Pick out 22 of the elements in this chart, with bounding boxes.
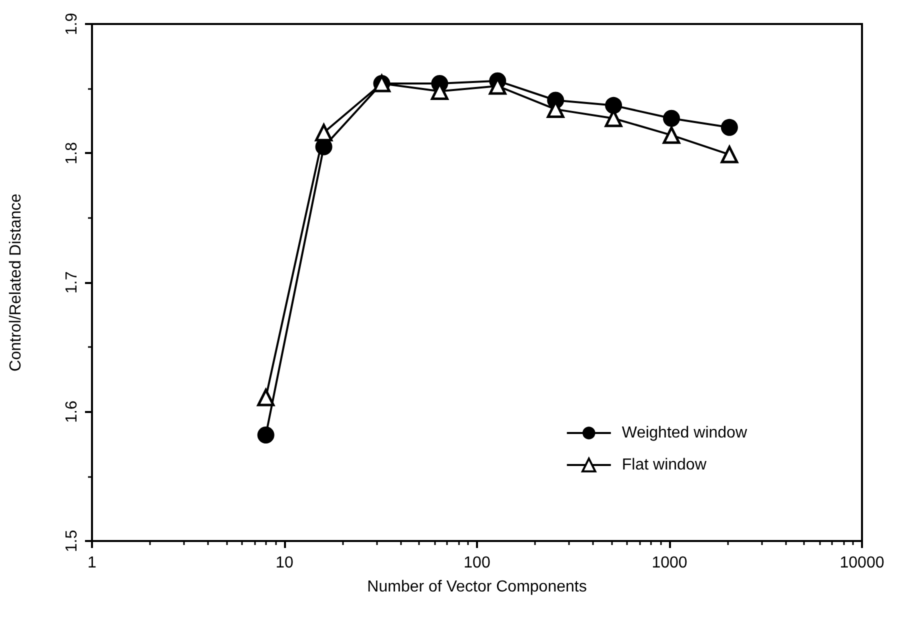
- x-tick-label: 1: [88, 554, 97, 572]
- point: [257, 426, 274, 444]
- point: [720, 118, 738, 136]
- y-tick-label: 1.9: [64, 12, 80, 36]
- point: [662, 126, 680, 144]
- point: [605, 96, 622, 114]
- y-tick-label: 1.5: [64, 530, 80, 552]
- point: [315, 124, 333, 142]
- x-tick-label: 1000: [652, 554, 688, 572]
- legend-label: Flat window: [622, 456, 707, 474]
- y-tick-label: 1.8: [64, 142, 80, 164]
- y-tick-label: 1.6: [64, 400, 80, 423]
- x-tick-label: 100: [464, 554, 490, 572]
- x-axis-title: Number of Vector Components: [367, 578, 587, 596]
- y-axis-title: Control/Related Distance: [8, 193, 24, 372]
- point: [257, 388, 275, 406]
- point: [720, 146, 738, 164]
- y-tick-label: 1.7: [64, 271, 80, 294]
- x-tick-label: 10: [276, 554, 294, 572]
- legend-label: Weighted window: [622, 424, 748, 442]
- x-tick-label: 10000: [840, 554, 884, 572]
- point: [663, 110, 680, 127]
